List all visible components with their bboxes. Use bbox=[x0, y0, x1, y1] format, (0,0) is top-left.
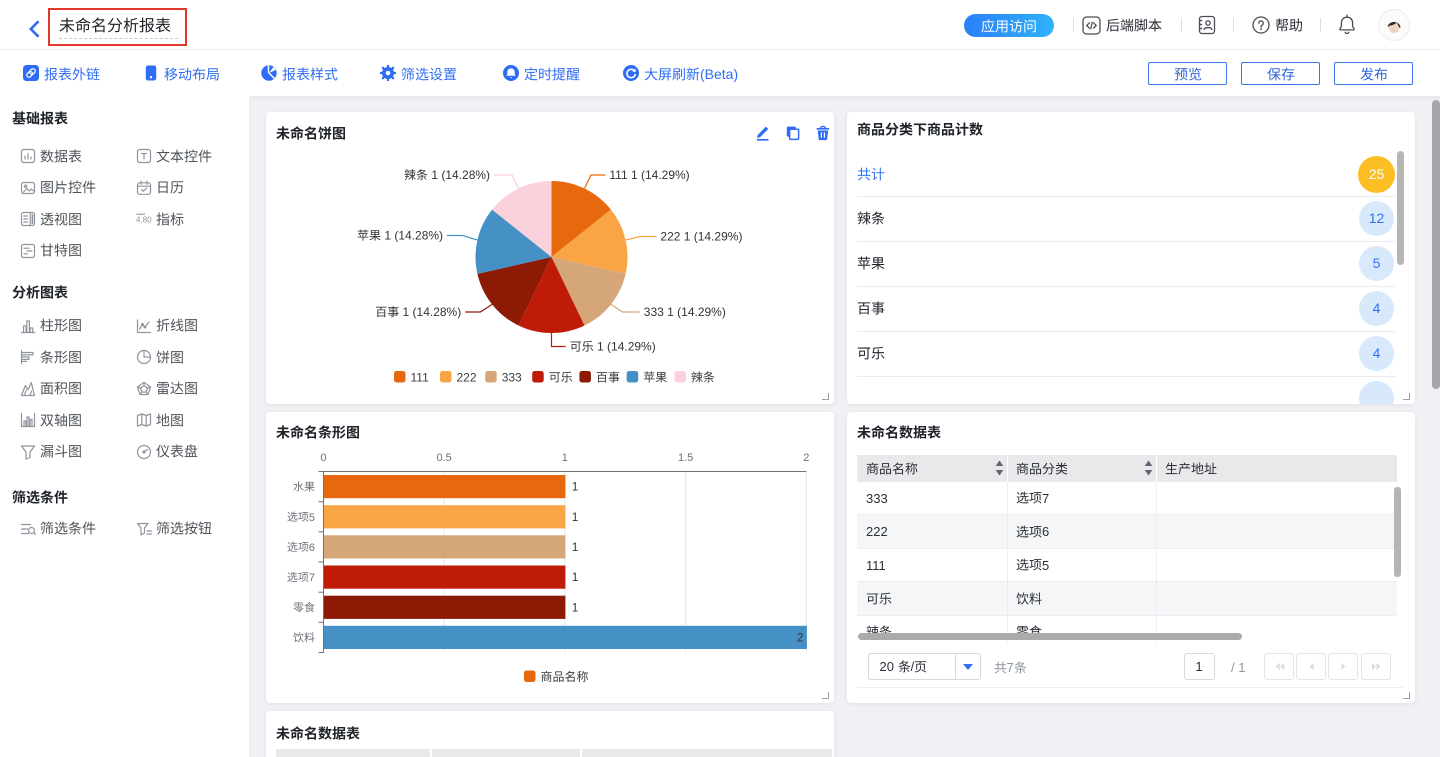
svg-text:1: 1 bbox=[562, 452, 568, 464]
svg-text:1: 1 bbox=[572, 482, 578, 494]
svg-text:1: 1 bbox=[572, 602, 578, 614]
svg-text:7: 7 bbox=[309, 572, 315, 584]
svg-text:4,80: 4,80 bbox=[136, 216, 152, 225]
svg-text:1: 1 bbox=[572, 512, 578, 524]
svg-text:222 1 (14.29%): 222 1 (14.29%) bbox=[660, 230, 742, 244]
svg-text:1 (14.28%): 1 (14.28%) bbox=[381, 229, 443, 243]
svg-text:5: 5 bbox=[309, 512, 315, 524]
svg-text:0.5: 0.5 bbox=[437, 452, 452, 464]
svg-text:2: 2 bbox=[797, 632, 803, 644]
svg-text:1 (14.28%): 1 (14.28%) bbox=[428, 168, 490, 182]
svg-text:333 1 (14.29%): 333 1 (14.29%) bbox=[644, 305, 726, 319]
svg-text:333: 333 bbox=[502, 371, 522, 385]
svg-text:222: 222 bbox=[457, 371, 477, 385]
svg-text:1: 1 bbox=[572, 542, 578, 554]
svg-text:111 1 (14.29%): 111 1 (14.29%) bbox=[609, 168, 689, 182]
svg-text:1 (14.29%): 1 (14.29%) bbox=[594, 340, 656, 354]
svg-text:2: 2 bbox=[803, 452, 809, 464]
svg-text:1.5: 1.5 bbox=[678, 452, 693, 464]
svg-text:1: 1 bbox=[572, 572, 578, 584]
svg-text:6: 6 bbox=[309, 542, 315, 554]
svg-text:0: 0 bbox=[320, 452, 326, 464]
svg-text:111: 111 bbox=[411, 371, 430, 385]
svg-text:1 (14.28%): 1 (14.28%) bbox=[399, 305, 461, 319]
